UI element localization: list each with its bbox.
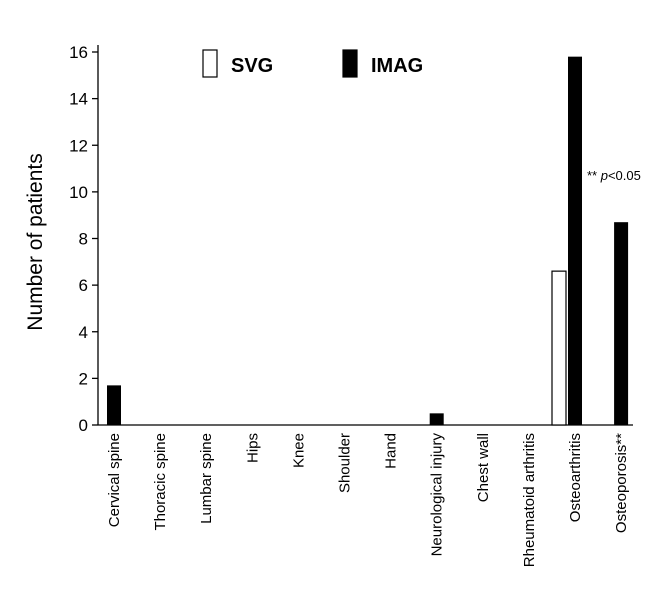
y-tick-label: 0 bbox=[79, 416, 88, 435]
category-label: Hand bbox=[383, 433, 400, 469]
svg-bar bbox=[551, 270, 567, 426]
legend-label-svg: SVG bbox=[231, 55, 273, 77]
y-tick-label: 12 bbox=[69, 136, 88, 155]
y-tick-label: 8 bbox=[79, 230, 88, 249]
y-tick-label: 6 bbox=[79, 276, 88, 295]
significance-annotation: ** p<0.05 bbox=[587, 168, 641, 183]
y-tick-label: 2 bbox=[79, 369, 88, 388]
category-label: Chest wall bbox=[475, 433, 492, 502]
category-label: Hips bbox=[244, 433, 261, 463]
category-label: Knee bbox=[290, 433, 307, 468]
category-label: Lumbar spine bbox=[198, 433, 215, 524]
legend-label-imag: IMAG bbox=[371, 55, 423, 77]
category-label: Rheumatoid arthritis bbox=[521, 433, 538, 567]
y-tick-label: 10 bbox=[69, 183, 88, 202]
imag-bar bbox=[568, 56, 582, 425]
category-label: Osteoarthritis bbox=[567, 433, 584, 522]
category-label: Cervical spine bbox=[106, 433, 123, 527]
legend-swatch-svg bbox=[202, 49, 218, 78]
category-label: Thoracic spine bbox=[152, 433, 169, 531]
y-axis: 0 2 4 6 8 10 12 14 16 bbox=[69, 43, 99, 435]
imag-bar bbox=[107, 385, 121, 425]
y-tick-label: 14 bbox=[69, 90, 88, 109]
category-label: Shoulder bbox=[337, 433, 354, 493]
category-label: Neurological injury bbox=[429, 433, 446, 557]
category-label: Osteoporosis** bbox=[613, 433, 630, 533]
y-axis-title: Number of patients bbox=[24, 153, 47, 330]
category-labels: Cervical spine Thoracic spine Lumbar spine… bbox=[106, 433, 630, 568]
legend: SVG IMAG bbox=[202, 49, 423, 78]
y-tick-label: 4 bbox=[79, 323, 88, 342]
y-tick-label: 16 bbox=[69, 43, 88, 62]
imag-bar bbox=[614, 222, 629, 425]
bars bbox=[107, 56, 629, 426]
imag-bar bbox=[429, 413, 444, 425]
legend-swatch-imag bbox=[342, 49, 358, 78]
